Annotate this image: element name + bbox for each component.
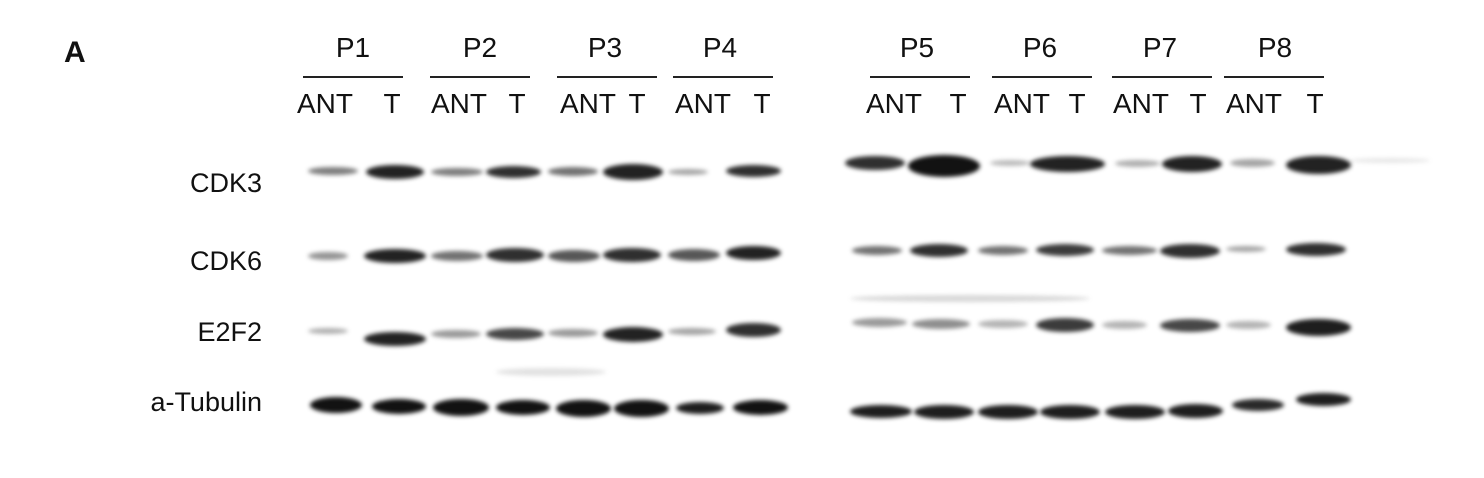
lane-label-p6-ant: ANT	[994, 88, 1050, 119]
patient-underline-p2	[430, 76, 530, 78]
lane-label-p7-ant: ANT	[1113, 88, 1169, 119]
lane-label-p3-t: T	[628, 88, 646, 119]
lane-label-p1-ant: ANT	[297, 88, 353, 119]
lane-label-p6-t: T	[1068, 88, 1086, 119]
patient-underline-p8	[1224, 76, 1324, 78]
patient-underline-p7	[1112, 76, 1212, 78]
protein-label-tubulin: a-Tubulin	[150, 387, 262, 417]
lane-label-p2-t: T	[508, 88, 526, 119]
protein-label-cdk3: CDK3	[189, 168, 262, 198]
patient-underline-p1	[303, 76, 403, 78]
patient-label-p8: P8	[1257, 32, 1293, 63]
lane-label-p8-ant: ANT	[1226, 88, 1282, 119]
lane-label-p4-t: T	[753, 88, 771, 119]
lane-label-p3-ant: ANT	[560, 88, 616, 119]
lane-label-p5-t: T	[949, 88, 967, 119]
lane-label-p5-ant: ANT	[866, 88, 922, 119]
patient-underline-p6	[992, 76, 1092, 78]
protein-label-cdk6: CDK6	[189, 246, 262, 276]
lane-label-p2-ant: ANT	[431, 88, 487, 119]
patient-label-p7: P7	[1142, 32, 1178, 63]
patient-underline-p4	[673, 76, 773, 78]
lane-label-p8-t: T	[1306, 88, 1324, 119]
lane-label-p7-t: T	[1189, 88, 1207, 119]
western-blot-right	[840, 140, 1440, 440]
patient-underline-p5	[870, 76, 970, 78]
panel-letter: A	[64, 36, 86, 69]
patient-label-p5: P5	[899, 32, 935, 63]
patient-underline-p3	[557, 76, 657, 78]
patient-label-p6: P6	[1022, 32, 1058, 63]
patient-label-p4: P4	[702, 32, 738, 63]
protein-label-e2f2: E2F2	[197, 317, 262, 347]
lane-label-p1-t: T	[383, 88, 401, 119]
western-blot-left	[296, 140, 801, 440]
patient-label-p1: P1	[335, 32, 371, 63]
patient-label-p2: P2	[462, 32, 498, 63]
lane-label-p4-ant: ANT	[675, 88, 731, 119]
patient-label-p3: P3	[587, 32, 623, 63]
